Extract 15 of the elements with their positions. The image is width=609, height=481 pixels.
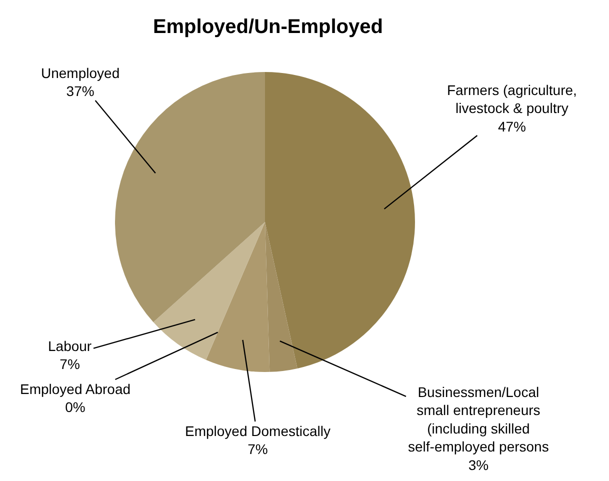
slice-label: Businessmen/Local small entrepreneurs (including skilled self-employed persons — [408, 384, 549, 455]
data-label: 7% — [60, 356, 80, 372]
data-label: 3% — [468, 456, 489, 473]
text: 0% — [65, 399, 86, 416]
slice-label: Unemployed — [41, 65, 120, 81]
slice-label: Employed Domestically — [185, 423, 330, 439]
pie-slice — [265, 72, 415, 368]
data-label: 7% — [248, 441, 268, 458]
slice-label: Farmers (agriculture, livestock & poultry — [447, 82, 577, 116]
pie-slice — [153, 222, 265, 360]
chart-title: Employed/Un-Employed — [152, 16, 383, 38]
category-label: Employed Abroad — [20, 381, 131, 397]
slice-label: Labour — [48, 338, 92, 354]
data-label: 47% — [498, 118, 526, 134]
data-label: 37% — [66, 83, 94, 100]
